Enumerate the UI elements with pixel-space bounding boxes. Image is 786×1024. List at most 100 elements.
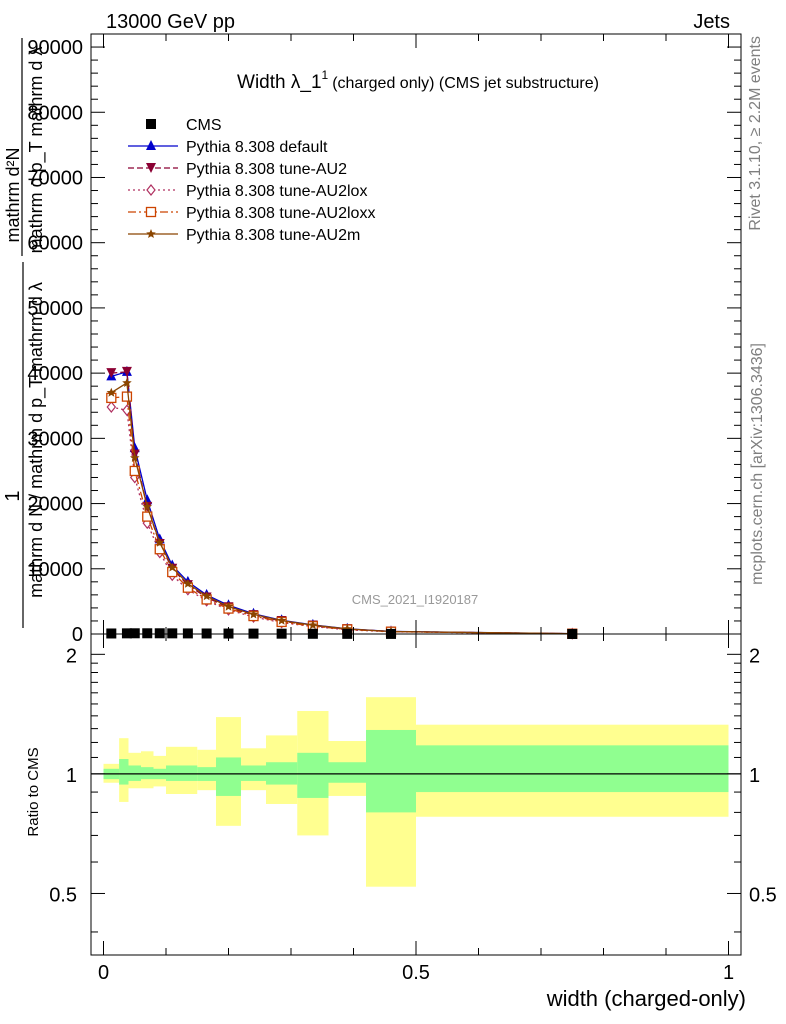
ratio-band-inner [297, 752, 329, 798]
series-point [167, 628, 178, 639]
ylabel-denominator: mathrm d N / mathrm d p_T mathrm d λ [26, 282, 47, 598]
main-ytick-label: 70000 [27, 167, 83, 189]
series-point [145, 206, 157, 218]
ratio-band-inner [366, 729, 416, 813]
series-point [122, 377, 132, 387]
x-axis-label: width (charged-only) [546, 986, 746, 1011]
ratio-ytick-label-right: 2 [749, 645, 760, 667]
legend-label: Pythia 8.308 default [186, 139, 328, 156]
series-point [121, 366, 132, 377]
series-pythia-8-308-tune-au2 [106, 366, 578, 639]
main-ytick-label: 90000 [27, 37, 83, 59]
ylabel-numerator: 1 [2, 490, 24, 501]
watermark: CMS_2021_I1920187 [352, 592, 479, 607]
series-pythia-8-308-tune-au2m [106, 377, 577, 638]
legend-item: Pythia 8.308 tune-AU2lox [128, 183, 367, 200]
series-point [121, 391, 133, 402]
series-point [276, 615, 287, 625]
ratio-band-inner [166, 765, 179, 781]
ratio-band-inner [178, 765, 198, 781]
series-point [167, 562, 177, 572]
ratio-band-inner [328, 762, 366, 783]
series-point [201, 628, 212, 639]
series-point [146, 140, 156, 150]
series-point [183, 578, 193, 588]
legend-item: Pythia 8.308 tune-AU2 [128, 161, 347, 178]
legend-label: Pythia 8.308 tune-AU2m [186, 227, 360, 244]
main-ytick-label: 40000 [27, 363, 83, 385]
series-point [130, 452, 140, 462]
main-title-sup: 1 [322, 68, 329, 82]
legend-item: Pythia 8.308 tune-AU2m [128, 227, 360, 244]
ratio-band-inner [416, 745, 729, 793]
series-line [111, 395, 573, 635]
main-ytick-label: 50000 [27, 298, 83, 320]
series-point [121, 628, 132, 639]
ratio-band-inner [119, 759, 129, 785]
main-ylabel: 1 mathrm d N / mathrm d p_T mathrm d λ m… [2, 38, 47, 628]
series-point [142, 494, 153, 505]
main-ytick-label: 30000 [27, 428, 83, 450]
legend-item: CMS [146, 117, 222, 134]
ratio-xtick-label: 0.5 [402, 962, 430, 984]
series-point [129, 465, 140, 477]
legend-label: CMS [186, 117, 222, 134]
ratio-bands [91, 697, 741, 887]
series-pythia-8-308-tune-au2loxx [106, 391, 578, 639]
ratio-ytick-label-right: 1 [749, 765, 760, 787]
series-point [146, 163, 156, 173]
main-ytick-label: 80000 [27, 102, 83, 124]
series-point [146, 229, 156, 238]
series-point [146, 119, 156, 129]
ratio-ytick-label: 2 [66, 645, 77, 667]
ratio-ylabel: Ratio to CMS [25, 747, 42, 836]
ratio-band-inner [141, 767, 154, 780]
ratio-ytick-label: 0.5 [49, 884, 77, 906]
series-point [106, 401, 117, 414]
series-point [106, 368, 117, 379]
series-point [142, 628, 153, 639]
series-point [142, 501, 152, 511]
ylabel-top2: mathrm d p_T mathrm d λ [26, 47, 47, 254]
series-line [111, 371, 573, 635]
series-point [248, 609, 259, 619]
main-ytick-label: 10000 [27, 559, 83, 581]
legend-label: Pythia 8.308 tune-AU2 [186, 161, 347, 178]
ratio-band-inner [216, 757, 241, 796]
legend-label: Pythia 8.308 tune-AU2loxx [186, 205, 375, 222]
series-point [106, 387, 117, 397]
legend: CMS Pythia 8.308 default Pythia 8.308 tune… [128, 117, 375, 244]
ratio-band-inner [241, 765, 266, 781]
ylabel-top: mathrm d²N [3, 147, 23, 242]
main-ytick-label: 60000 [27, 233, 83, 255]
series-line [111, 370, 573, 635]
series-point [182, 628, 193, 639]
series-point [142, 511, 153, 522]
ratio-xtick-label: 1 [723, 962, 734, 984]
main-ytick-label: 0 [72, 624, 83, 646]
mcplots-label: mcplots.cern.ch [arXiv:1306.3436] [749, 343, 766, 585]
series-point [308, 620, 318, 630]
series-pythia-8-308-default [106, 365, 578, 638]
legend-label: Pythia 8.308 tune-AU2lox [186, 183, 367, 200]
header-left: 13000 GeV pp [106, 11, 235, 33]
main-title: Width λ_11 (charged only) (CMS jet substr… [237, 68, 599, 93]
series-point [146, 184, 156, 196]
legend-item: Pythia 8.308 default [128, 139, 328, 156]
main-series-group [106, 365, 578, 640]
ratio-ytick-label-right: 0.5 [749, 884, 777, 906]
series-line [110, 381, 573, 635]
main-title-text: Width λ_1 [237, 72, 321, 93]
main-ytick-label: 20000 [27, 494, 83, 516]
legend-item: Pythia 8.308 tune-AU2loxx [128, 205, 375, 222]
ratio-axes: 0.5 0.5 1 1 2 2 0 0.5 1 [49, 633, 777, 984]
series-point [106, 628, 117, 639]
ratio-xtick-label: 0 [98, 962, 109, 984]
series-line [111, 406, 573, 635]
series-point [155, 537, 165, 547]
header-right: Jets [693, 11, 730, 33]
ratio-band-inner [128, 765, 141, 781]
series-pythia-8-308-tune-au2lox [106, 401, 578, 640]
series-point [223, 601, 234, 611]
